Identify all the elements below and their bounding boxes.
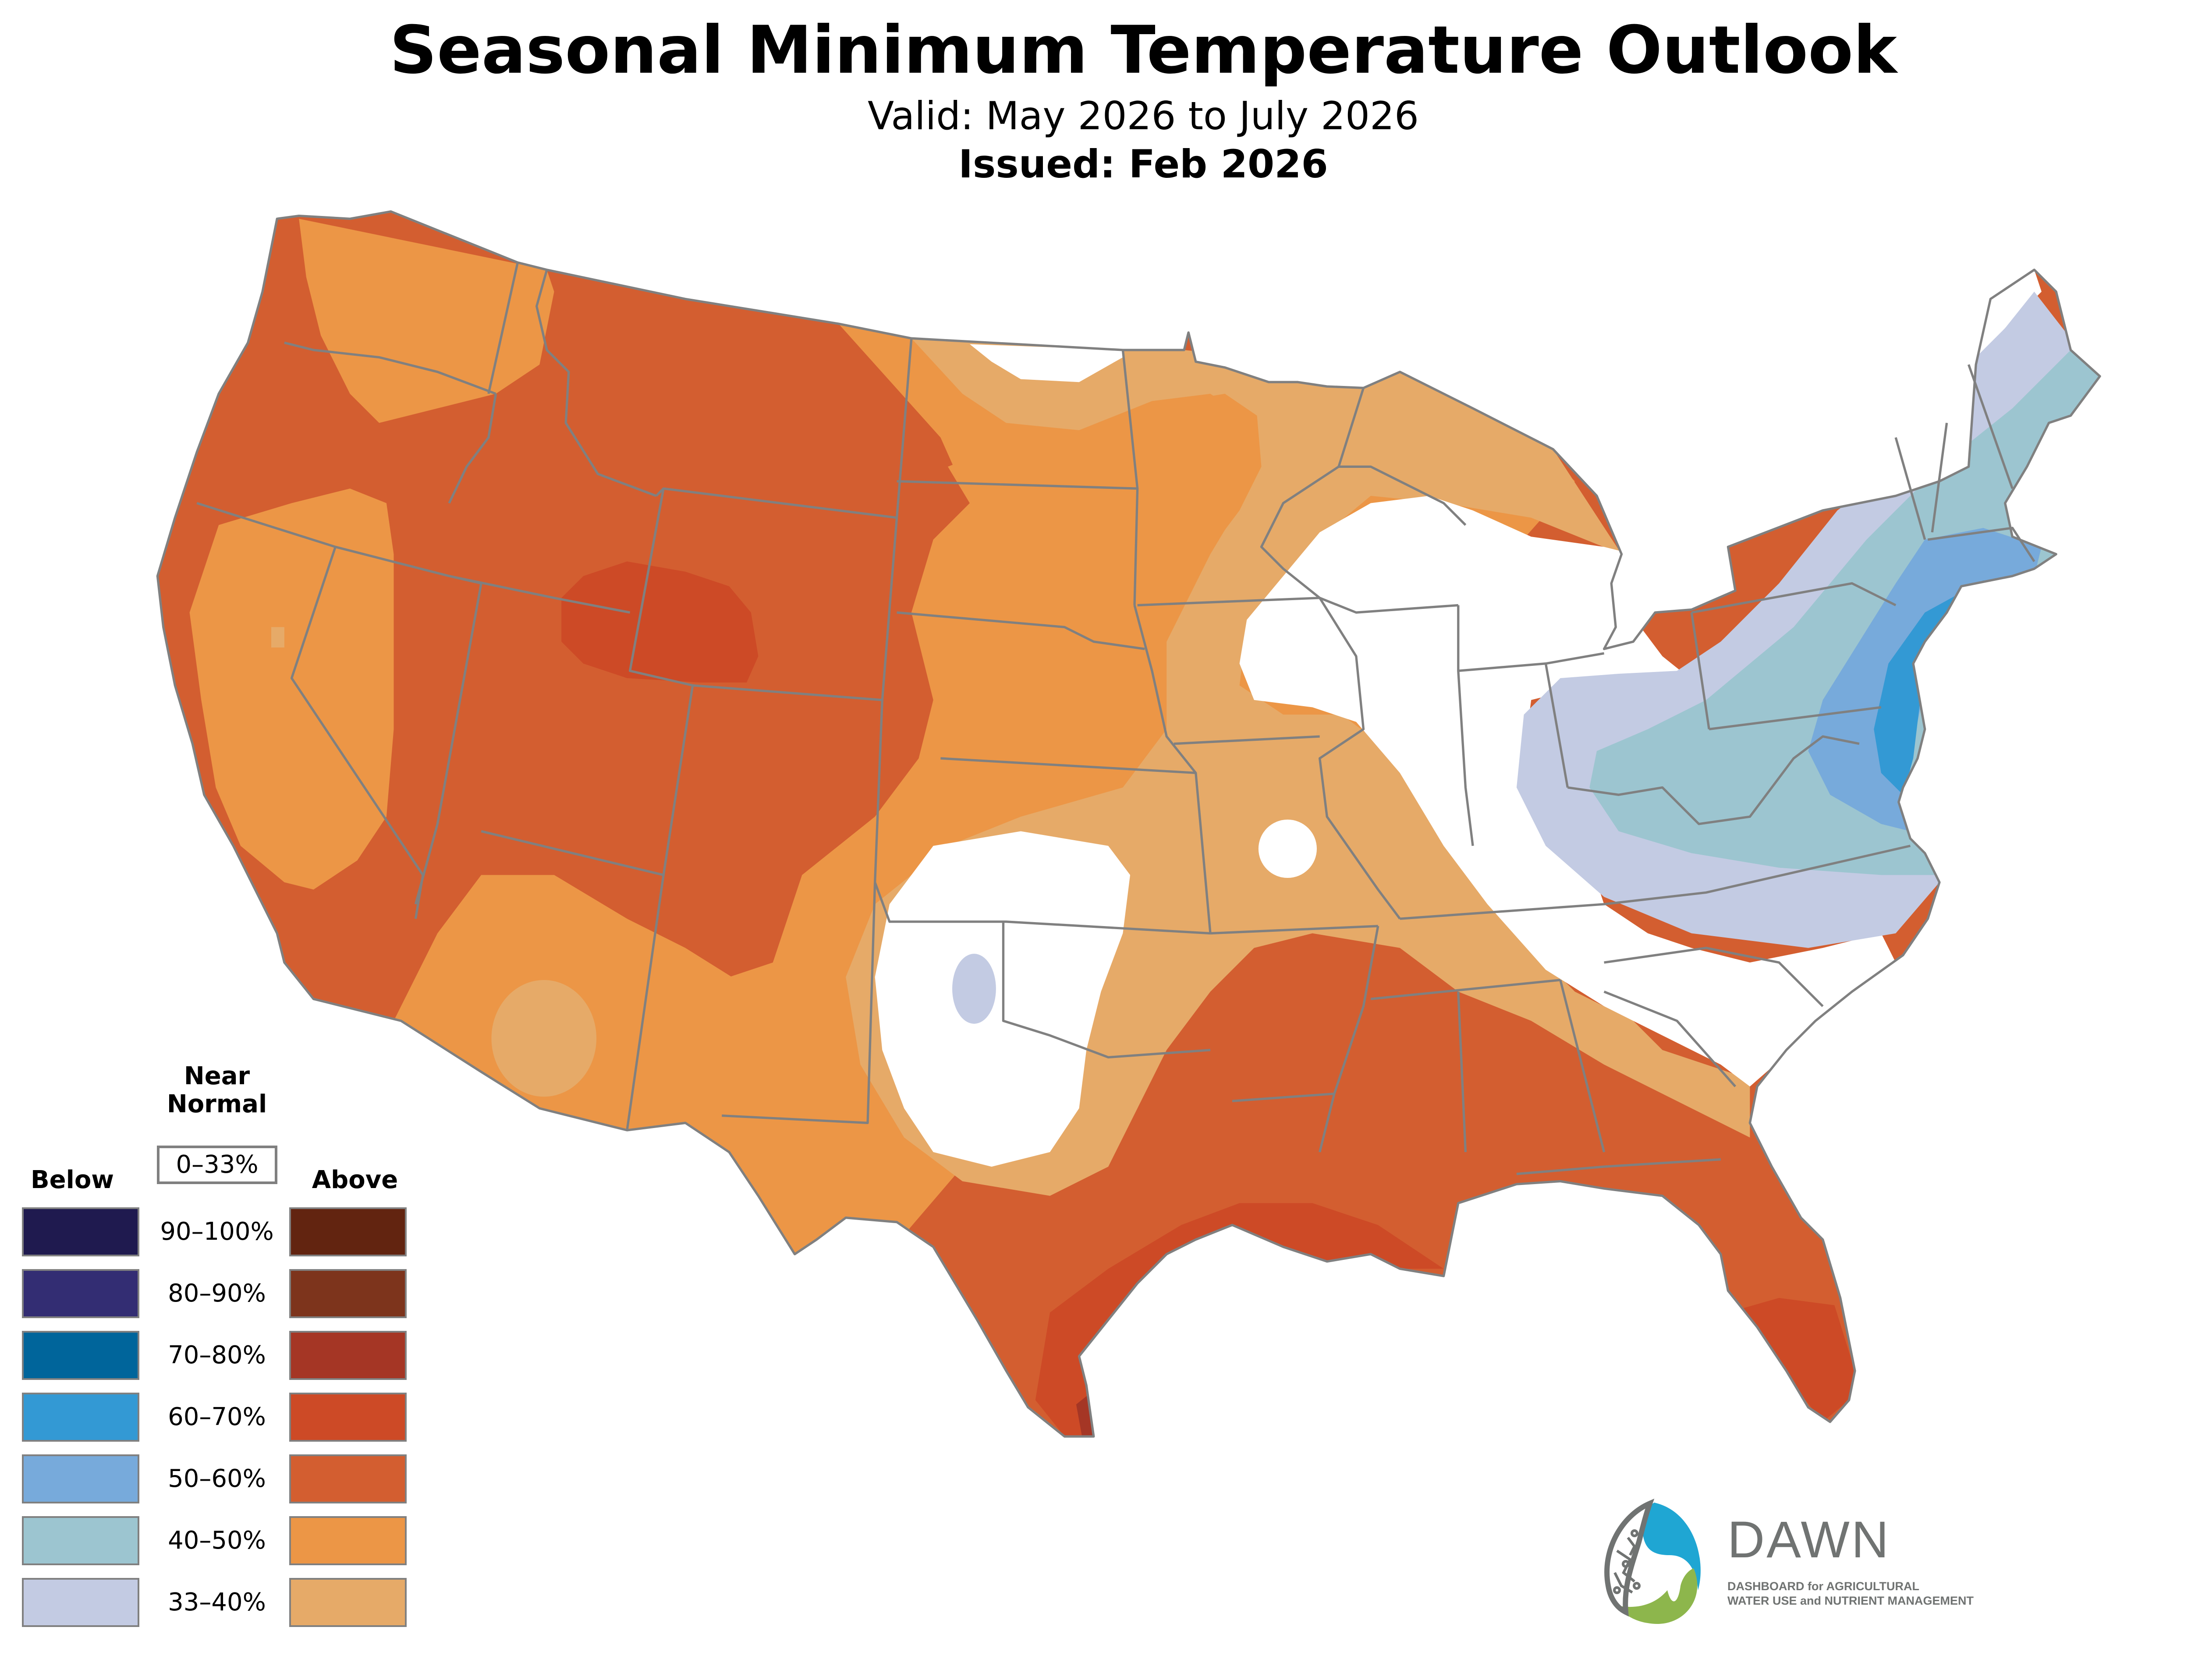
legend-near-normal-heading: Near Normal — [153, 1062, 280, 1118]
border-ar-ms — [1319, 926, 1379, 1153]
region-above-50-60-gulf — [969, 984, 1855, 1437]
border-vt-nh — [1931, 423, 1948, 533]
legend-swatch-below-7 — [22, 1578, 139, 1627]
border-nd-mn — [1121, 350, 1139, 605]
border-or-id — [448, 393, 497, 504]
logo-blue-drop — [1642, 1503, 1701, 1590]
region-above-33-40-arizona-spot — [491, 980, 597, 1097]
logo-subtitle-line2: WATER USE and NUTRIENT MANAGEMENT — [1727, 1594, 1974, 1607]
region-above-40-50-california — [189, 488, 394, 890]
region-above-40-50-southwest — [394, 875, 948, 1284]
legend-swatch-below-3 — [22, 1331, 139, 1380]
region-near-normal-north-dakota — [969, 344, 1123, 382]
border-ky-tn — [1400, 845, 1911, 920]
region-below-60-70-newjersey — [1874, 580, 2035, 795]
border-ne-ia-mo — [1133, 605, 1212, 934]
region-near-normal-missouri-spot — [1258, 819, 1317, 878]
region-above-33-40-california-spot — [271, 627, 284, 648]
border-pa-md — [1709, 706, 1882, 731]
logo-gray-circuit — [1604, 1499, 1655, 1617]
border-wi-mi — [1338, 465, 1467, 526]
legend-swatch-below-5 — [22, 1454, 139, 1503]
legend-swatch-above-7 — [289, 1578, 407, 1627]
legend-near-label: Near — [184, 1062, 250, 1090]
border-mt-nd — [895, 338, 913, 518]
legend-range-label: 80–90% — [168, 1279, 266, 1308]
border-sd-ne — [897, 611, 1145, 651]
legend-swatch-above-5 — [289, 1454, 407, 1503]
border-sc-ga — [1603, 990, 1737, 1087]
legend-range-label: 90–100% — [160, 1217, 274, 1246]
legend-swatch-below-1 — [22, 1207, 139, 1256]
legend-swatch-above-1 — [289, 1207, 407, 1256]
border-ne-ks — [940, 757, 1196, 775]
legend-range-label: 50–60% — [168, 1464, 266, 1493]
border-ks-ok — [874, 882, 1211, 935]
region-above-40-50-washington — [299, 219, 554, 423]
border-nd-sd — [897, 480, 1138, 490]
border-ok-tx — [1002, 921, 1211, 1059]
dawn-logo: DAWN DASHBOARD for AGRICULTURAL WATER US… — [1591, 1498, 2029, 1630]
legend-range-label: 70–80% — [168, 1341, 266, 1369]
legend-range-label: 60–70% — [168, 1403, 266, 1431]
border-ga-fl — [1516, 1158, 1721, 1175]
border-co-ks — [874, 700, 883, 883]
legend-range-label: 40–50% — [168, 1526, 266, 1555]
logo-green-leaf — [1617, 1568, 1698, 1624]
border-il-ia — [1319, 597, 1401, 920]
legend-normal-label: Normal — [167, 1090, 267, 1118]
map-title: Seasonal Minimum Temperature Outlook — [390, 12, 1897, 88]
border-ms-al — [1457, 991, 1467, 1153]
legend-above-heading: Above — [312, 1166, 398, 1194]
border-wa-or — [284, 341, 496, 395]
region-near-normal-great-lakes — [1239, 495, 1925, 1087]
border-al-ga — [1559, 980, 1606, 1153]
legend-swatch-below-6 — [22, 1516, 139, 1565]
border-nh-me — [1968, 364, 2014, 489]
legend-near-normal-box: 0–33% — [157, 1146, 277, 1184]
border-pa-ny — [1691, 582, 1897, 614]
logo-circuit-lines — [1613, 1529, 1641, 1594]
border-mi-oh — [1546, 652, 1605, 665]
border-id-ut-wy — [449, 575, 631, 614]
border-mo-ar — [1210, 925, 1378, 935]
border-ar-la — [1232, 1093, 1335, 1103]
border-nm-tx — [722, 882, 876, 1124]
legend-swatch-above-3 — [289, 1331, 407, 1380]
border-oh-pa — [1690, 612, 1710, 729]
border-il-in — [1457, 605, 1474, 846]
border-mn-wi — [1260, 387, 1365, 599]
border-ia-mo — [1173, 735, 1320, 745]
border-nc-sc — [1604, 947, 1824, 1007]
issued-date: Issued: Feb 2026 — [958, 141, 1328, 187]
border-ca-nv — [290, 546, 424, 919]
border-ny-vt-nh — [1894, 437, 1926, 540]
region-below-33-40-oklahoma-spot — [952, 954, 996, 1024]
valid-period: Valid: May 2026 to July 2026 — [868, 93, 1419, 138]
border-wv-va — [1567, 735, 1860, 825]
legend-swatch-above-4 — [289, 1393, 407, 1442]
region-above-40-50-minnesota — [933, 393, 1262, 788]
legend-swatch-above-6 — [289, 1516, 407, 1565]
border-id-mt — [535, 269, 657, 497]
region-above-60-70-wyoming — [561, 561, 759, 683]
logo-subtitle-line1: DASHBOARD for AGRICULTURAL — [1727, 1580, 1919, 1593]
border-wi-il — [1319, 597, 1458, 614]
border-az-nm — [626, 875, 665, 1131]
legend-swatch-above-2 — [289, 1269, 407, 1318]
legend-swatch-below-2 — [22, 1269, 139, 1318]
border-ma-ct-ri — [1927, 527, 2035, 562]
border-wa-id — [487, 262, 519, 394]
border-in-oh — [1458, 662, 1569, 788]
legend-below-heading: Below — [30, 1166, 114, 1194]
logo-wordmark: DAWN — [1727, 1511, 1891, 1569]
border-tn-ms-al — [1370, 979, 1561, 1001]
region-above-60-70-florida — [1728, 1298, 1855, 1422]
dawn-logo-emblem-icon — [1604, 1499, 1701, 1624]
legend-swatch-below-4 — [22, 1393, 139, 1442]
legend-range-label: 33–40% — [168, 1588, 266, 1616]
border-mn-ia — [1137, 597, 1320, 607]
state-borders — [157, 212, 2100, 1436]
